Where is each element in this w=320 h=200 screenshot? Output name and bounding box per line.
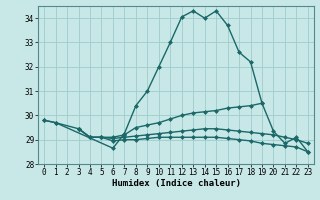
X-axis label: Humidex (Indice chaleur): Humidex (Indice chaleur)	[111, 179, 241, 188]
